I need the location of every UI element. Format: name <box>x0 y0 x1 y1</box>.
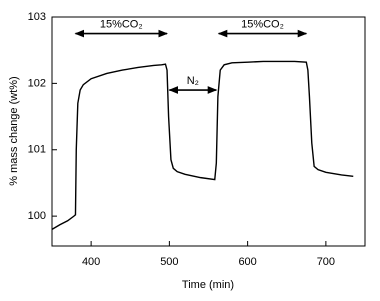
y-axis-label: % mass change (wt%) <box>8 76 20 185</box>
annotation-label: 15%CO₂ <box>241 19 284 31</box>
y-tick-label: 100 <box>28 210 46 222</box>
x-tick-label: 500 <box>160 256 178 268</box>
plot-frame <box>51 16 366 247</box>
y-tick-label: 103 <box>28 11 46 23</box>
x-axis-label: Time (min) <box>182 279 234 291</box>
x-tick-label: 700 <box>317 256 335 268</box>
x-tick-label: 600 <box>238 256 256 268</box>
y-tick-label: 102 <box>28 77 46 89</box>
annotation-label: N₂ <box>187 75 199 87</box>
y-tick-label: 101 <box>28 144 46 156</box>
x-tick-label: 400 <box>82 256 100 268</box>
annotation-label: 15%CO₂ <box>100 19 143 31</box>
data-line <box>51 60 354 231</box>
